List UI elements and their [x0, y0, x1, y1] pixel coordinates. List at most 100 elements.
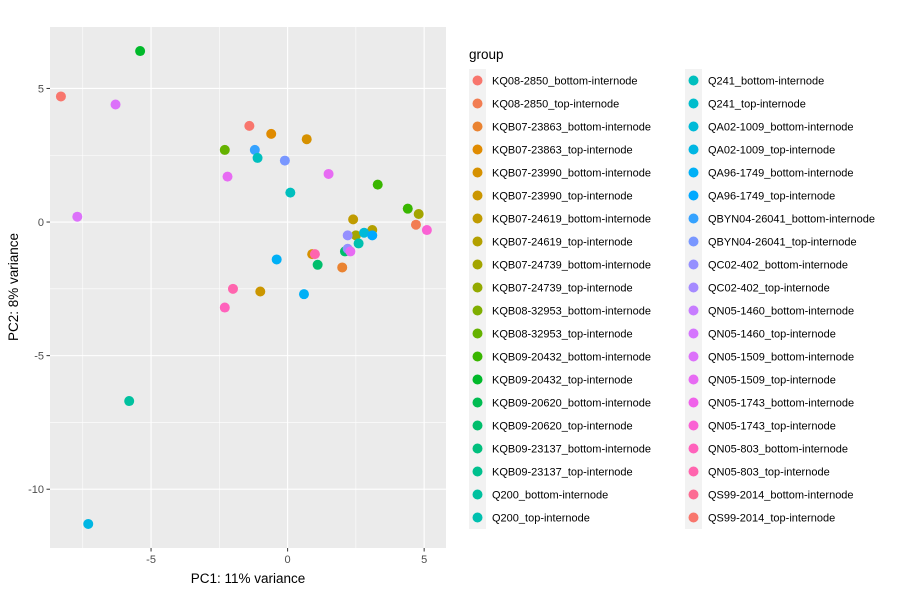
legend-title: group — [469, 47, 504, 62]
legend-label: KQB07-23863_top-internode — [492, 145, 633, 157]
legend-key-point — [688, 512, 699, 523]
data-point — [227, 283, 238, 294]
legend-key-point — [688, 328, 699, 339]
x-axis-ticks: -5 0 5 — [146, 548, 427, 566]
legend-key-point — [688, 121, 699, 132]
legend-label: QC02-402_bottom-internode — [708, 260, 848, 272]
data-point — [421, 225, 432, 236]
data-point — [55, 91, 66, 102]
legend-key-point — [688, 98, 699, 109]
legend-label: KQB07-24619_top-internode — [492, 237, 633, 249]
data-point — [312, 259, 323, 270]
legend-key-point — [472, 213, 483, 224]
x-axis-title: PC1: 11% variance — [191, 571, 306, 586]
legend-label: QN05-1509_top-internode — [708, 375, 836, 387]
legend-label: QA96-1749_bottom-internode — [708, 168, 854, 180]
legend-label: QA02-1009_top-internode — [708, 145, 835, 157]
legend-label: QN05-1460_top-internode — [708, 329, 836, 341]
legend-key-point — [688, 236, 699, 247]
legend-label: Q200_top-internode — [492, 513, 590, 525]
legend-key-point — [688, 374, 699, 385]
legend-label: QN05-1743_top-internode — [708, 421, 836, 433]
minor-gridlines — [50, 27, 446, 548]
legend-key-point — [688, 351, 699, 362]
legend: KQ08-2850_bottom-internode KQ08-2850_top-… — [469, 69, 875, 529]
data-point — [342, 230, 353, 241]
data-point — [410, 219, 421, 230]
x-tick-label: -5 — [146, 554, 156, 566]
legend-label: KQB09-23137_bottom-internode — [492, 444, 651, 456]
legend-key-point — [472, 75, 483, 86]
data-point — [345, 246, 356, 257]
data-point — [367, 230, 378, 241]
y-tick-label: -10 — [28, 484, 44, 496]
legend-key-point — [472, 167, 483, 178]
data-point — [323, 168, 334, 179]
legend-label: KQB07-24619_bottom-internode — [492, 214, 651, 226]
data-point — [249, 144, 260, 155]
data-point — [266, 128, 277, 139]
legend-key-point — [688, 420, 699, 431]
data-point — [219, 302, 230, 313]
legend-label: QC02-402_top-internode — [708, 283, 830, 295]
legend-key-point — [472, 351, 483, 362]
legend-key-point — [688, 282, 699, 293]
data-point — [279, 155, 290, 166]
legend-key-point — [688, 190, 699, 201]
data-point — [348, 214, 359, 225]
legend-key-point — [688, 443, 699, 454]
data-point — [124, 396, 135, 407]
major-gridlines — [50, 27, 446, 548]
data-point — [285, 187, 296, 198]
legend-label: KQB09-20432_top-internode — [492, 375, 633, 387]
legend-key-point — [472, 420, 483, 431]
legend-key-point — [688, 75, 699, 86]
data-point — [402, 203, 413, 214]
data-point — [301, 134, 312, 145]
legend-label: QA96-1749_top-internode — [708, 191, 835, 203]
legend-label: Q241_bottom-internode — [708, 76, 824, 88]
legend-label: KQB07-24739_bottom-internode — [492, 260, 651, 272]
legend-label: QBYN04-26041_bottom-internode — [708, 214, 875, 226]
legend-label: QN05-803_bottom-internode — [708, 444, 848, 456]
data-point — [359, 227, 370, 238]
legend-key-point — [472, 489, 483, 500]
legend-key-point — [472, 512, 483, 523]
legend-label: KQB07-23990_bottom-internode — [492, 168, 651, 180]
legend-label: KQB09-20620_bottom-internode — [492, 398, 651, 410]
legend-label: KQ08-2850_top-internode — [492, 99, 619, 111]
legend-key-point — [472, 190, 483, 201]
legend-key-point — [472, 121, 483, 132]
legend-key-point — [688, 466, 699, 477]
data-point — [219, 144, 230, 155]
data-point — [413, 209, 424, 220]
legend-key-point — [472, 282, 483, 293]
legend-label: Q241_top-internode — [708, 99, 806, 111]
legend-label: QS99-2014_bottom-internode — [708, 490, 854, 502]
data-point — [353, 238, 364, 249]
legend-label: QN05-803_top-internode — [708, 467, 830, 479]
data-point — [372, 179, 383, 190]
x-tick-label: 0 — [285, 554, 291, 566]
legend-key-point — [688, 259, 699, 270]
data-point — [222, 171, 233, 182]
legend-label: KQB09-20620_top-internode — [492, 421, 633, 433]
legend-label: QA02-1009_bottom-internode — [708, 122, 854, 134]
legend-key-point — [472, 98, 483, 109]
legend-key-point — [688, 305, 699, 316]
legend-label: KQB08-32953_top-internode — [492, 329, 633, 341]
legend-label: KQ08-2850_bottom-internode — [492, 76, 638, 88]
legend-key-point — [472, 466, 483, 477]
legend-key-point — [688, 397, 699, 408]
x-tick-label: 5 — [421, 554, 427, 566]
legend-label: KQB09-20432_bottom-internode — [492, 352, 651, 364]
legend-label: QBYN04-26041_top-internode — [708, 237, 857, 249]
data-point — [244, 120, 255, 131]
legend-label: QN05-1460_bottom-internode — [708, 306, 854, 318]
y-tick-label: -5 — [34, 351, 44, 363]
data-point — [255, 286, 266, 297]
y-tick-label: 5 — [38, 83, 44, 95]
legend-label: QN05-1509_bottom-internode — [708, 352, 854, 364]
legend-key-point — [472, 305, 483, 316]
data-point — [72, 211, 83, 222]
